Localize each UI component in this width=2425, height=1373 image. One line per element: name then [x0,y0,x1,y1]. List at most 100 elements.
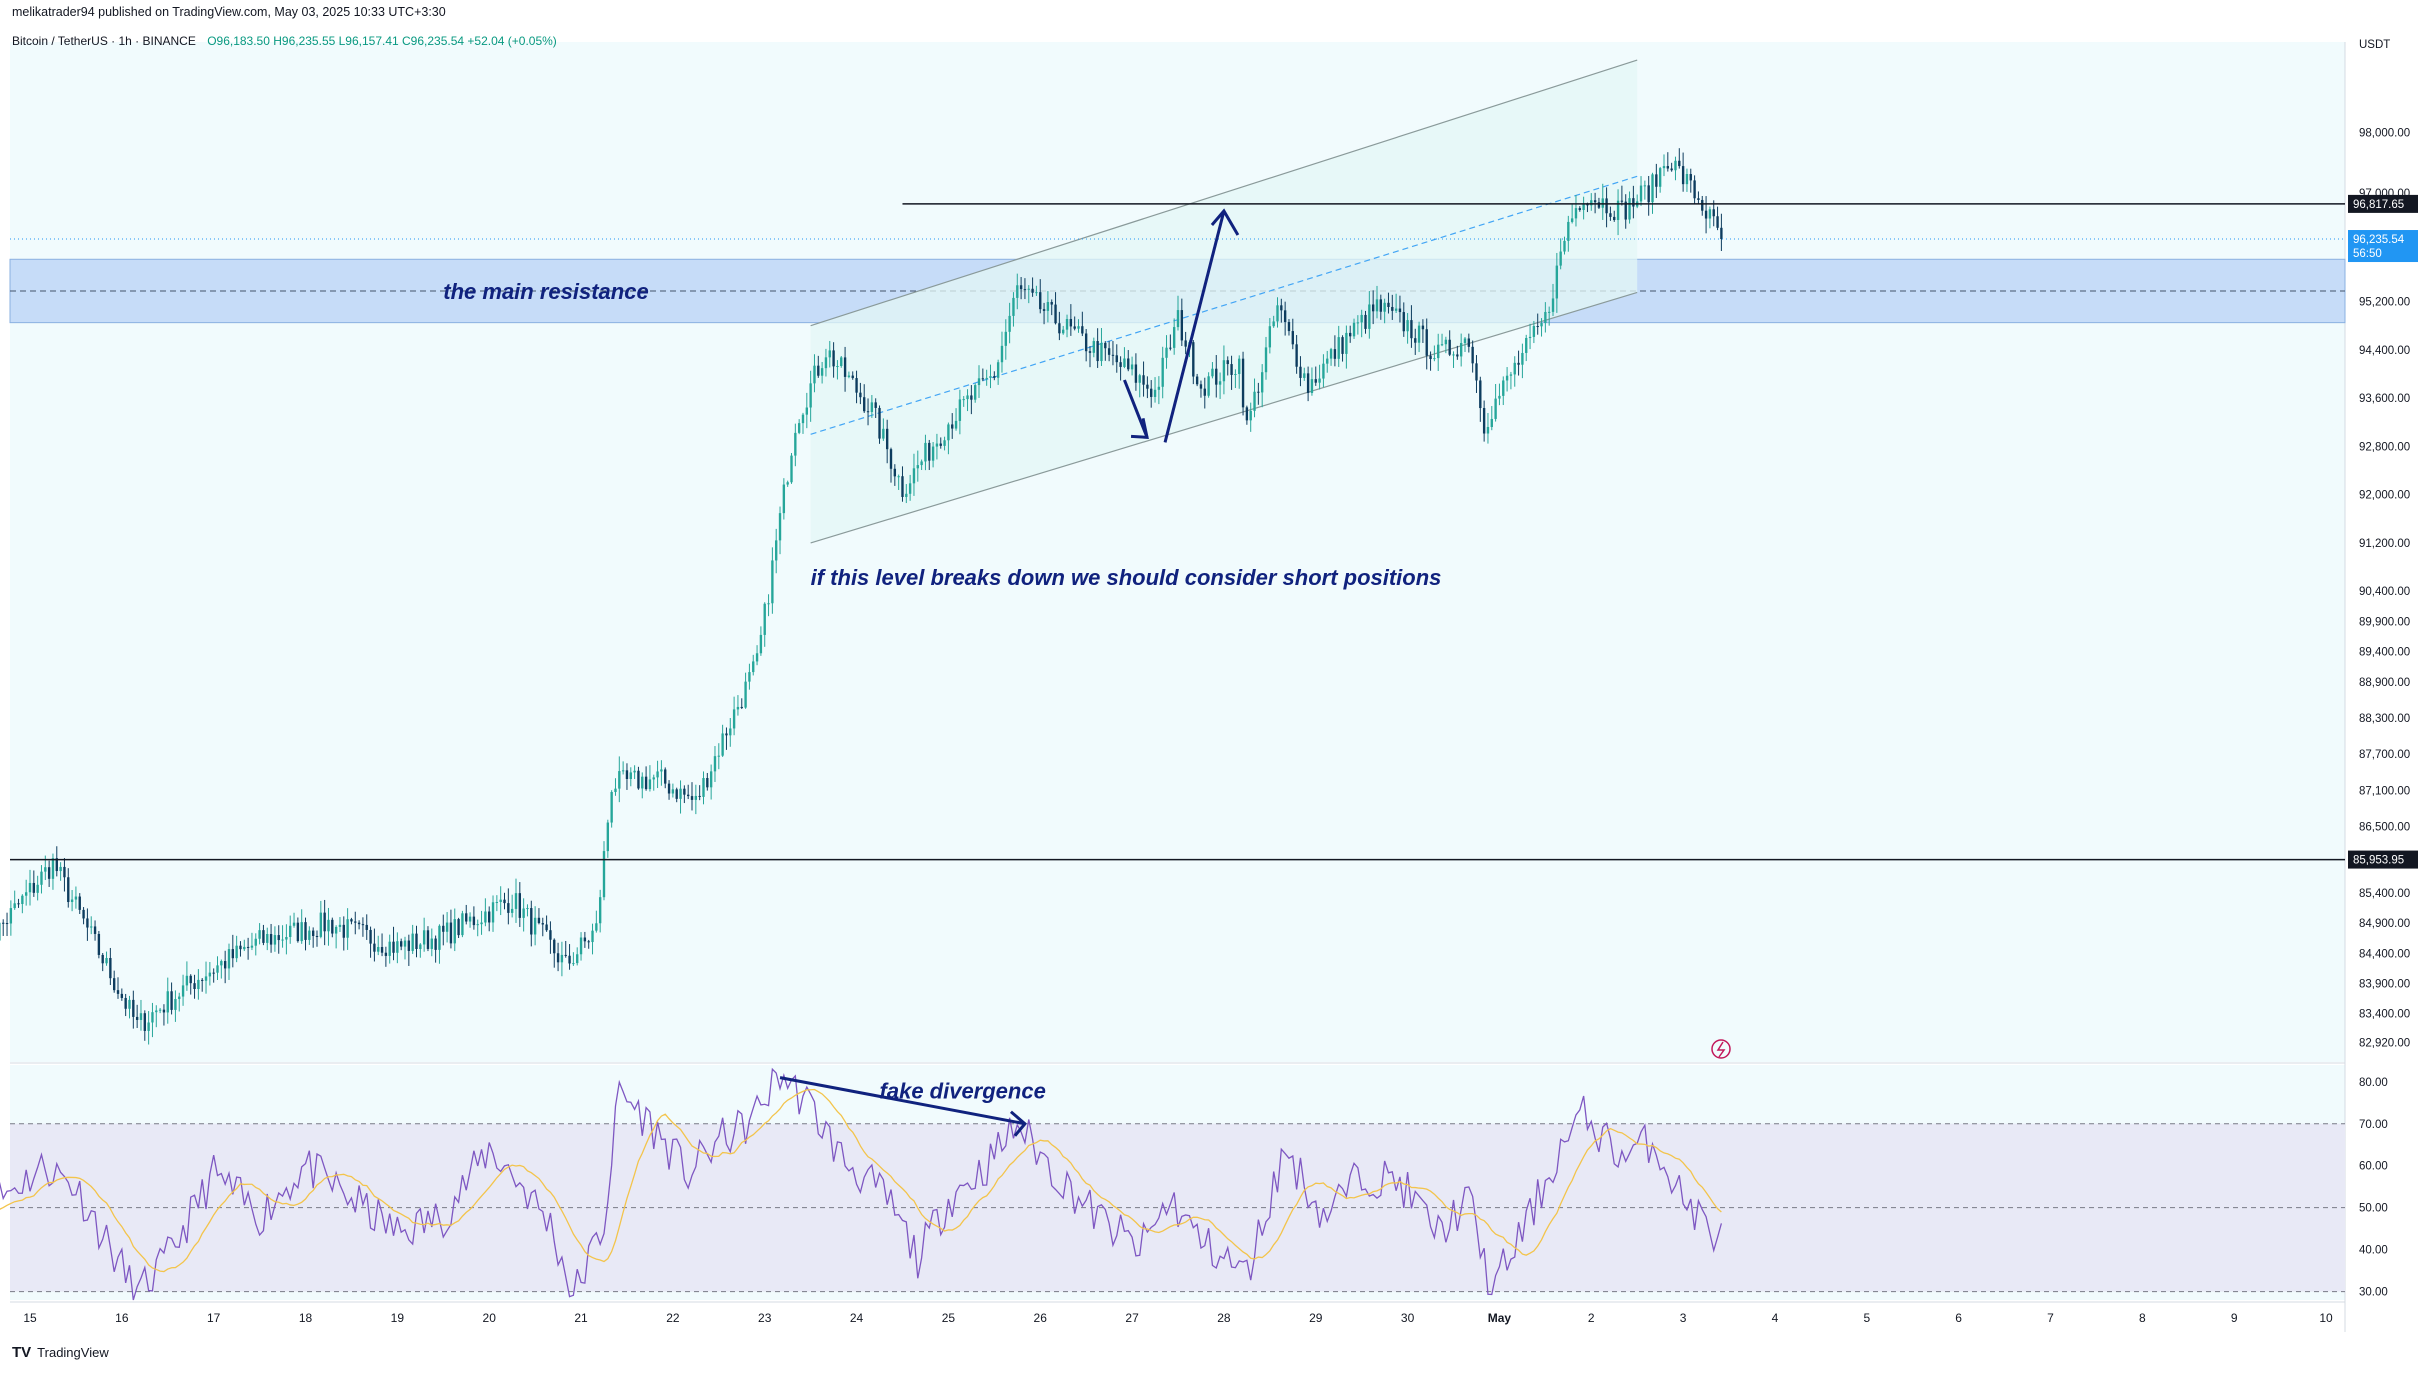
time-tick-label: 20 [483,1311,497,1325]
symbol-title[interactable]: Bitcoin / TetherUS · 1h · BINANCE [12,34,196,48]
candle-body [189,975,192,984]
candle-body [1467,338,1471,347]
candle-body [576,954,579,964]
candle-body [342,924,345,938]
candle-body [560,954,564,963]
candle-body [327,919,330,932]
candle-body [893,468,897,477]
candle-body [1555,265,1559,299]
candle-body [1471,346,1474,364]
candle-body [1666,166,1669,169]
price-tick-label: 85,400.00 [2359,888,2410,900]
candle-body [1337,337,1340,359]
candle-body [36,884,39,893]
time-tick-label: 5 [1863,1311,1870,1325]
candle-body [1345,332,1348,354]
candle-body [1540,323,1543,327]
candle-body [1146,384,1149,389]
candle-body [1685,174,1689,185]
candle-body [357,922,361,925]
divergence-arrow-head [1009,1110,1028,1137]
channel-median-line [810,175,1638,435]
rsi-tick-label: 40.00 [2359,1245,2388,1257]
candle-body [1482,408,1486,434]
candle-body [151,1012,154,1023]
candle-body [178,996,181,1000]
candle-body [702,778,705,797]
candle-body [522,908,525,918]
candle-body [863,397,866,412]
candle-body [1322,363,1325,379]
candle-body [1701,199,1704,211]
candle-body [621,770,625,772]
candle-body [143,1013,146,1031]
candle-body [859,392,862,398]
candle-body [1283,310,1287,323]
time-tick-label: 22 [666,1311,680,1325]
candle-body [828,350,831,358]
time-tick-label: 19 [391,1311,405,1325]
candle-body [380,946,384,953]
candle-body [1084,333,1088,352]
candle-body [675,789,678,799]
up-arrow-head [1210,208,1240,236]
time-tick-label: 6 [1955,1311,1962,1325]
candle-body [947,424,950,441]
candle-body [1536,326,1539,328]
candle-body [1693,180,1696,199]
price-tick-label: 88,900.00 [2359,677,2410,689]
candle-body [1452,354,1455,356]
candle-body [499,899,502,903]
candle-body [928,442,931,461]
price-tick-label: 93,600.00 [2359,393,2410,405]
candle-body [124,997,127,1009]
candle-body [1264,347,1268,373]
candle-body [465,913,468,922]
candle-body [602,851,606,898]
candle-body [415,933,418,950]
candle-body [67,877,70,903]
annotation-main-resistance: the main resistance [443,279,648,304]
candle-body [805,407,808,415]
tradingview-logo-icon: TV [12,1344,32,1361]
candle-body [553,939,556,954]
candle-body [775,540,778,561]
candle-body [1574,208,1578,219]
candle-body [1517,362,1520,365]
candle-body [1234,374,1237,376]
candle-body [1199,384,1203,389]
time-tick-label: 2 [1588,1311,1595,1325]
price-tick-label: 90,400.00 [2359,586,2410,598]
candle-body [396,941,399,953]
price-tag-last: 96,235.54 [2353,234,2405,246]
time-tick-label: 29 [1309,1311,1323,1325]
candle-body [801,414,805,424]
candle-body [1326,358,1329,364]
candle-body [1605,198,1608,214]
lightning-icon [1711,1039,1731,1059]
rsi-tick-label: 50.00 [2359,1203,2388,1215]
candle-body [147,1022,150,1031]
candle-body [706,778,709,788]
candle-body [549,930,552,940]
candle-body [786,482,789,485]
candle-body [1092,341,1095,353]
candle-body [1456,354,1459,357]
candle-body [1150,388,1153,397]
candle-body [981,378,985,380]
candle-body [641,776,644,789]
candle-body [1505,375,1509,381]
candle-body [1027,288,1030,290]
candle-body [1582,203,1585,211]
candle-body [1172,327,1176,348]
candle-body [44,867,47,872]
candle-body [223,961,227,969]
candle-body [1127,358,1130,370]
candle-body [438,925,441,950]
time-tick-label: 28 [1217,1311,1231,1325]
candle-body [170,991,173,1010]
candle-body [652,777,655,780]
candle-body [480,922,483,925]
candle-body [1329,349,1333,359]
